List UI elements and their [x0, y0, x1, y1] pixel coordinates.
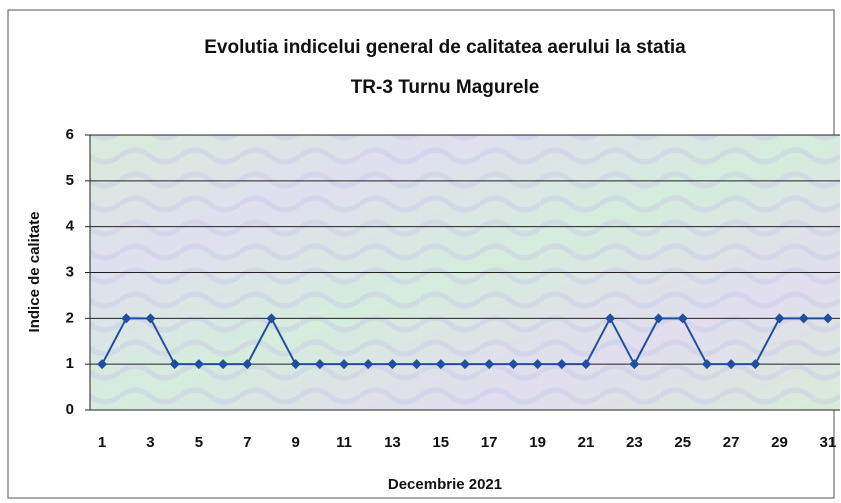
data-point: [435, 359, 446, 370]
y-tick-label: 5: [66, 172, 74, 189]
data-point: [580, 359, 591, 370]
data-point: [484, 359, 495, 370]
data-point: [774, 313, 785, 324]
data-point: [701, 359, 712, 370]
y-tick-label: 3: [66, 263, 74, 280]
x-tick-label: 7: [243, 434, 251, 451]
x-tick-label: 21: [578, 434, 595, 451]
chart-title: TR-3 Turnu Magurele: [351, 77, 540, 98]
y-tick-label: 0: [66, 401, 74, 418]
data-point: [653, 313, 664, 324]
data-point: [460, 359, 470, 370]
data-point: [605, 313, 616, 324]
y-tick-label: 4: [66, 218, 75, 235]
data-point: [314, 359, 325, 370]
x-tick-label: 9: [291, 434, 299, 451]
data-point: [218, 359, 229, 370]
x-tick-label: 29: [771, 434, 788, 451]
data-point: [726, 359, 737, 370]
x-tick-label: 3: [146, 434, 154, 451]
data-point: [798, 313, 809, 324]
y-tick-label: 2: [66, 309, 74, 326]
data-point: [677, 313, 688, 324]
x-tick-label: 5: [195, 434, 203, 451]
data-point: [822, 313, 833, 324]
x-tick-label: 17: [481, 434, 498, 451]
data-point: [532, 359, 543, 370]
x-axis-title: Decembrie 2021: [388, 476, 502, 493]
data-point: [508, 359, 519, 370]
data-point: [629, 359, 640, 370]
x-tick-label: 13: [384, 434, 401, 451]
y-axis-title: Indice de calitate: [26, 212, 43, 333]
data-point: [242, 359, 253, 370]
data-point: [97, 359, 108, 370]
chart-title: Evolutia indicelui general de calitatea …: [204, 37, 686, 58]
x-tick-label: 27: [723, 434, 740, 451]
data-point: [556, 359, 567, 370]
data-point: [387, 359, 398, 370]
x-tick-label: 31: [820, 434, 837, 451]
data-point: [193, 359, 204, 370]
x-tick-label: 11: [336, 434, 352, 451]
data-point: [290, 359, 301, 370]
data-point: [411, 359, 422, 370]
x-tick-label: 15: [432, 434, 449, 451]
x-tick-label: 19: [529, 434, 546, 451]
data-point: [169, 359, 180, 370]
x-tick-label: 23: [626, 434, 643, 451]
data-point: [145, 313, 156, 324]
data-point: [339, 359, 350, 370]
y-tick-label: 6: [66, 126, 74, 143]
x-tick-label: 25: [674, 434, 691, 451]
data-point: [363, 359, 374, 370]
data-point: [266, 313, 277, 324]
y-tick-label: 1: [66, 355, 74, 372]
x-tick-label: 1: [98, 434, 106, 451]
data-point: [750, 359, 761, 370]
data-point: [121, 313, 132, 324]
